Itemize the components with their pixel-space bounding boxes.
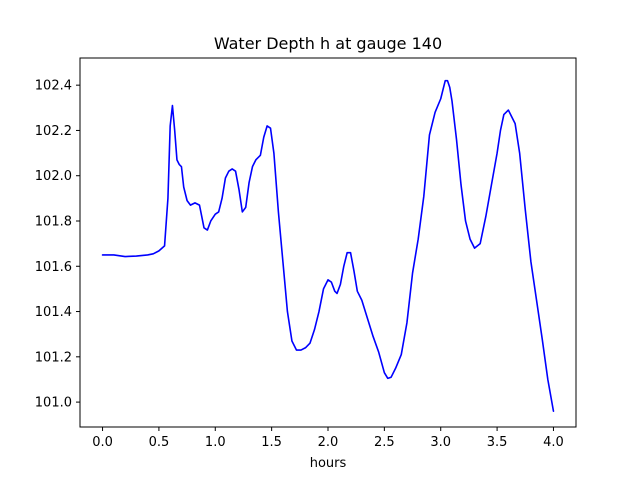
- y-axis: 101.0 101.2 101.4 101.6 101.8 102.0 102.2 102.4: [35, 79, 80, 411]
- y-tick-label: 101.2: [35, 350, 72, 365]
- y-tick-label: 101.8: [35, 214, 72, 229]
- y-tick-label: 102.4: [35, 79, 72, 94]
- x-axis: 0.0 0.5 1.0 1.5 2.0 2.5 3.0 3.5 4.0: [92, 427, 564, 450]
- x-tick-label: 2.5: [374, 435, 395, 450]
- y-tick-label: 101.4: [35, 305, 72, 320]
- y-tick-label: 102.2: [35, 124, 72, 139]
- x-tick-label: 1.5: [261, 435, 282, 450]
- y-tick-label: 101.0: [35, 396, 72, 411]
- x-tick-label: 1.0: [205, 435, 226, 450]
- y-tick-label: 102.0: [35, 169, 72, 184]
- series-line-0: [101, 79, 555, 412]
- x-tick-label: 2.0: [318, 435, 339, 450]
- chart-title: Water Depth h at gauge 140: [214, 34, 442, 53]
- x-tick-label: 4.0: [543, 435, 564, 450]
- x-tick-label: 3.0: [430, 435, 451, 450]
- x-tick-label: 3.5: [487, 435, 508, 450]
- x-tick-label: 0.0: [92, 435, 113, 450]
- y-tick-label: 101.6: [35, 260, 72, 275]
- x-tick-label: 0.5: [149, 435, 170, 450]
- axes-frame: [79, 57, 577, 428]
- plot-area: [79, 57, 577, 428]
- x-axis-label: hours: [310, 456, 347, 471]
